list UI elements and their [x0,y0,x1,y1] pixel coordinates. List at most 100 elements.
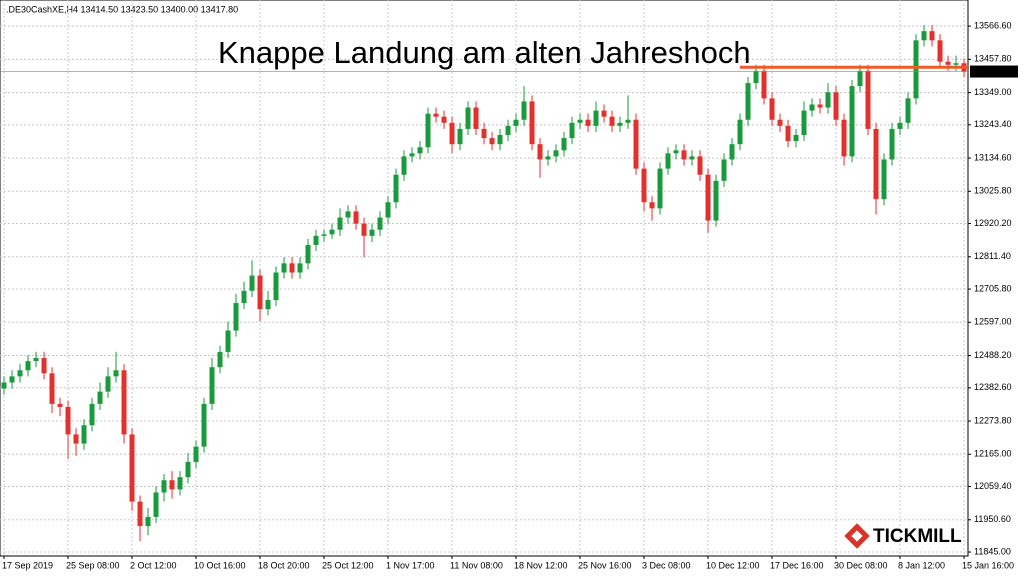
candle-body [449,122,455,145]
x-tick-label: 25 Oct 12:00 [322,560,374,570]
candle-body [689,156,695,160]
candle-body [601,110,607,117]
candle-body [865,70,871,129]
candle-body [777,119,783,126]
candle-body [153,492,159,517]
candle-body [753,70,759,84]
candle-body [633,119,639,169]
candle-body [425,113,431,148]
x-tick-label: 1 Nov 17:00 [386,560,435,570]
candle-body [105,376,111,392]
candle-body [489,138,495,145]
plot-frame [0,0,969,557]
candle-body [681,150,687,160]
candle-body [721,159,727,181]
candle-body [953,63,959,65]
candle-body [697,156,703,175]
y-tick-label: 12705.80 [974,283,1012,293]
y-tick-label: 12273.80 [974,415,1012,425]
candle-body [337,217,343,230]
candle-body [825,92,831,108]
candle-body [201,403,207,447]
candle-body [161,480,167,493]
candle-body [497,135,503,145]
candle-body [793,135,799,142]
candle-body [433,113,439,117]
candle-body [49,373,55,404]
candle-body [833,92,839,120]
candle-body [577,119,583,123]
candle-body [249,275,255,291]
candle-body [353,211,359,224]
candle-body [521,101,527,120]
x-tick-label: 18 Oct 20:00 [258,560,310,570]
x-tick-label: 8 Jan 12:00 [898,560,945,570]
candle-body [481,128,487,139]
x-tick-label: 15 Jan 16:00 [962,560,1014,570]
candle-body [217,351,223,368]
candle-body [145,516,151,527]
candle-body [585,119,591,126]
annotation: Knappe Landung am alten Jahreshoch [218,35,751,70]
candle-body [761,70,767,99]
candle-body [561,138,567,151]
candle-body [921,31,927,41]
candle-body [297,263,303,273]
y-tick-label: 12811.40 [974,251,1011,261]
candle-body [241,290,247,304]
candle-body [529,101,535,145]
candle-body [665,153,671,169]
candle-body [593,110,599,126]
logo-icon-inner [851,530,863,542]
x-tick-label: 10 Oct 16:00 [194,560,246,570]
candle-body [897,122,903,129]
candle-body [305,245,311,264]
candle-body [289,263,295,273]
candle-body [625,119,631,123]
candle-body [649,202,655,209]
candle-body [313,235,319,246]
x-tick-label: 10 Dec 12:00 [706,560,760,570]
y-tick-label: 11845.00 [974,546,1011,556]
y-tick-label: 13134.60 [974,152,1012,162]
candle-body [209,367,215,404]
candle-body [33,358,39,362]
candle-body [769,98,775,120]
candle-body [169,480,175,490]
y-tick-label: 13349.00 [974,87,1012,97]
candle-body [65,406,71,435]
candle-body [369,229,375,236]
candle-body [457,128,463,145]
y-tick-label: 12382.60 [974,382,1012,392]
candle-body [913,40,919,99]
candle-body [281,263,287,273]
candle-body [185,461,191,478]
candle-body [361,223,367,236]
x-tick-label: 11 Nov 08:00 [450,560,503,570]
candle-body [377,217,383,230]
candle-body [641,168,647,203]
candle-body [1,382,7,389]
candle-body [545,156,551,160]
candle-body [713,180,719,221]
candle-body [89,403,95,426]
candle-body [617,122,623,126]
candle-body [273,272,279,300]
candle-body [121,370,127,435]
candle-body [57,403,63,407]
candle-body [225,330,231,352]
candle-body [657,168,663,209]
y-tick-label: 13025.80 [974,186,1012,196]
candle-body [233,303,239,331]
y-tick-label: 12059.40 [974,481,1012,491]
x-tick-label: 17 Dec 16:00 [770,560,824,570]
candle-body [465,107,471,129]
y-tick-label: 12488.20 [974,350,1012,360]
y-tick-label: 13457.80 [974,54,1012,64]
candle-body [393,174,399,203]
candle-body [193,446,199,462]
candle-body [569,122,575,139]
y-tick-label: 12165.00 [974,449,1012,459]
chart-header: .DE30CashXE,H4 13414.50 13423.50 13400.0… [6,4,238,14]
